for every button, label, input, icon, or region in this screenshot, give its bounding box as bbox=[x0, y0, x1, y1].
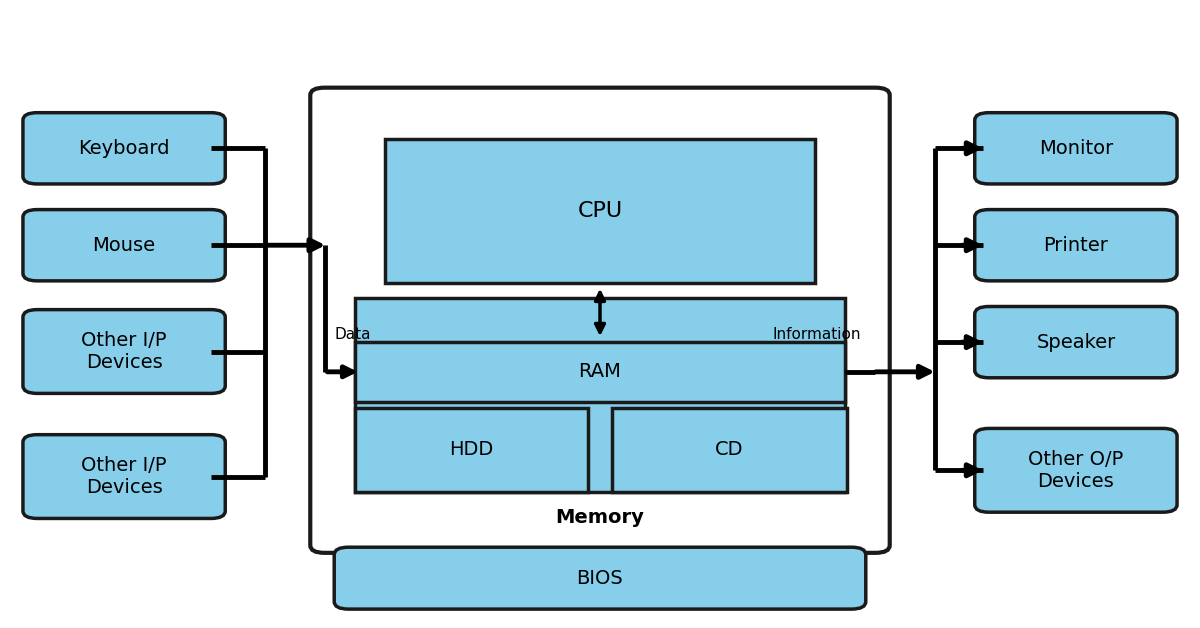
FancyBboxPatch shape bbox=[23, 310, 226, 393]
Text: Other I/P
Devices: Other I/P Devices bbox=[82, 456, 167, 497]
FancyBboxPatch shape bbox=[974, 112, 1177, 184]
Text: Printer: Printer bbox=[1044, 236, 1109, 255]
FancyBboxPatch shape bbox=[974, 306, 1177, 378]
Bar bbox=[354, 298, 846, 492]
FancyBboxPatch shape bbox=[974, 428, 1177, 512]
Text: CPU: CPU bbox=[577, 201, 623, 221]
Text: Information: Information bbox=[773, 327, 860, 342]
Text: Speaker: Speaker bbox=[1037, 333, 1116, 352]
Text: HDD: HDD bbox=[449, 440, 493, 460]
Bar bbox=[384, 139, 816, 283]
Text: Memory: Memory bbox=[556, 507, 644, 527]
Bar bbox=[354, 408, 588, 492]
Text: Other I/P
Devices: Other I/P Devices bbox=[82, 331, 167, 372]
FancyBboxPatch shape bbox=[311, 88, 889, 553]
Text: Monitor: Monitor bbox=[1039, 139, 1114, 158]
Text: Other O/P
Devices: Other O/P Devices bbox=[1028, 450, 1123, 491]
FancyBboxPatch shape bbox=[23, 112, 226, 184]
Text: RAM: RAM bbox=[578, 362, 622, 381]
Text: Keyboard: Keyboard bbox=[78, 139, 170, 158]
Text: Data: Data bbox=[335, 327, 371, 342]
FancyBboxPatch shape bbox=[974, 210, 1177, 281]
Bar bbox=[354, 342, 846, 401]
FancyBboxPatch shape bbox=[335, 547, 865, 609]
Bar bbox=[612, 408, 847, 492]
FancyBboxPatch shape bbox=[23, 210, 226, 281]
Text: CD: CD bbox=[715, 440, 744, 460]
FancyBboxPatch shape bbox=[23, 435, 226, 519]
Text: Mouse: Mouse bbox=[92, 236, 156, 255]
Text: BIOS: BIOS bbox=[577, 569, 623, 588]
